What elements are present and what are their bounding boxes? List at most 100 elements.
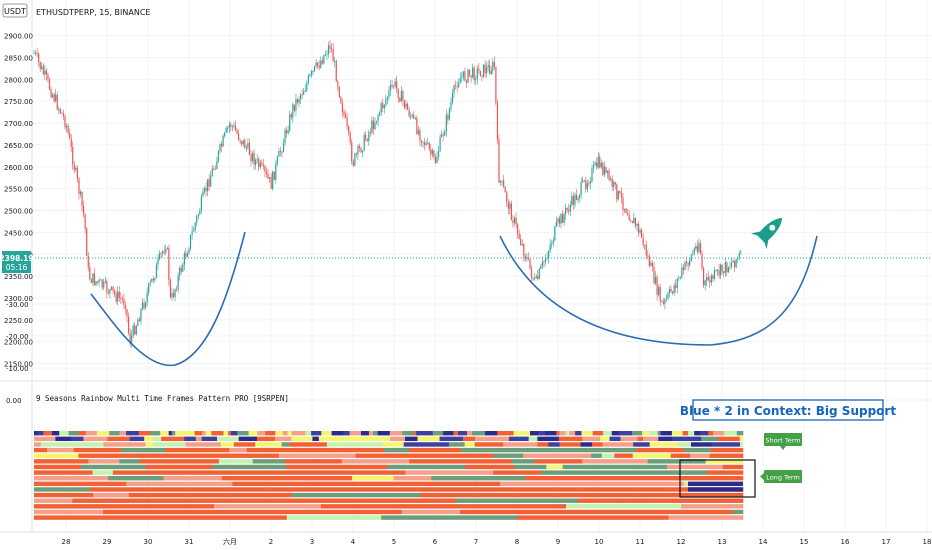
currency-badge[interactable]: USDT	[4, 7, 26, 16]
candle-body	[145, 302, 147, 308]
indicator-band-segment	[493, 470, 542, 475]
candle-body	[109, 289, 111, 294]
indicator-band-segment	[184, 453, 240, 458]
indicator-band-segment	[332, 453, 356, 458]
candle-body	[445, 115, 447, 132]
x-tick-label: 16	[841, 538, 850, 546]
left-cup-curve	[90, 231, 246, 367]
candle-body	[568, 209, 570, 212]
currency-badge-box[interactable]	[2, 3, 28, 18]
indicator-band-segment	[349, 431, 362, 436]
candle-body	[588, 183, 590, 185]
candle-body	[203, 187, 206, 192]
candle-body	[81, 191, 83, 206]
candle-body	[141, 302, 144, 310]
indicator-band-segment	[153, 442, 186, 447]
indicator-band-segment	[558, 436, 583, 442]
candle-body	[380, 103, 382, 113]
callout-text: Blue * 2 in Context: Big Support	[680, 404, 896, 418]
candle-body	[124, 305, 127, 310]
candle-body	[658, 286, 660, 295]
candle-body	[580, 182, 582, 195]
indicator-band-segment	[582, 459, 648, 464]
indicator-band-segment	[582, 436, 601, 442]
candle-body	[645, 244, 647, 256]
indicator-band-segment	[668, 515, 744, 520]
indicator-band-segment	[416, 431, 424, 436]
candle-body	[177, 275, 179, 290]
candle-body	[552, 240, 554, 244]
indicator-band-segment	[393, 476, 432, 481]
x-tick-label: 28	[62, 538, 71, 546]
candle-body	[87, 256, 89, 268]
candle-body	[230, 124, 232, 127]
indicator-band-segment	[248, 431, 258, 436]
indicator-band-segment	[278, 453, 333, 458]
indicator-band-segment	[220, 442, 235, 447]
indicator-band-segment	[103, 442, 120, 447]
candle-body	[388, 90, 390, 98]
candle-body	[179, 267, 181, 276]
indicator-band-segment	[51, 431, 60, 436]
indicator-band-segment	[538, 431, 546, 436]
candle-body	[329, 45, 331, 49]
indicator-band-segment	[404, 436, 418, 442]
indicator-band-segment	[578, 498, 617, 503]
candle-body	[306, 83, 308, 91]
candle-body	[486, 66, 488, 74]
candle-body	[405, 103, 407, 108]
candle-body	[554, 226, 556, 241]
candle-body	[642, 237, 644, 246]
indicator-band-segment	[503, 442, 538, 447]
candle-body	[199, 210, 201, 215]
indicator-band-segment	[108, 476, 164, 481]
indicator-band-segment	[706, 470, 744, 475]
indicator-band-segment	[34, 487, 90, 492]
candle-body	[180, 267, 182, 272]
indicator-band-segment	[171, 431, 176, 436]
candle-body	[441, 134, 443, 138]
candle-body	[191, 231, 193, 235]
candle-body	[653, 266, 655, 284]
indicator-band-segment	[497, 504, 567, 509]
x-axis-ticks: 28 29 30 31 六月 2 3 4 5 6 7 8 9 10 11 12 13 14 15 16 17 18	[62, 537, 932, 546]
indicator-band-segment	[405, 470, 494, 475]
candle-body	[197, 214, 199, 216]
candle-body	[586, 183, 588, 189]
indicator-band-segment	[257, 509, 403, 515]
candle-body	[551, 243, 553, 245]
candle-body	[654, 276, 657, 284]
candle-body	[79, 191, 82, 194]
x-tick-label: 14	[759, 538, 768, 546]
candle-body	[520, 238, 522, 246]
indicator-band-segment	[287, 431, 293, 436]
indicator-band-segment	[161, 487, 188, 492]
candle-body	[479, 70, 481, 77]
indicator-band-segment	[78, 453, 129, 458]
price-y-tick-label: 2150.00	[4, 361, 33, 369]
indicator-band-segment	[273, 481, 356, 487]
indicator-band-segment	[286, 464, 347, 470]
candle-body	[112, 286, 114, 291]
indicator-band-segment	[592, 431, 604, 436]
candle-body	[84, 214, 86, 229]
candle-body	[290, 114, 292, 118]
candle-body	[582, 180, 584, 183]
indicator-band-segment	[212, 464, 287, 470]
indicator-band-segment	[168, 431, 173, 436]
indicator-band-segment	[649, 442, 678, 447]
candle-body	[278, 151, 280, 157]
indicator-band-segment	[670, 447, 685, 453]
indicator-band-segment	[528, 436, 538, 442]
candle-body	[273, 171, 275, 180]
indicator-band-segment	[34, 436, 56, 442]
candle-body	[39, 62, 41, 69]
indicator-band-segment	[467, 431, 473, 436]
indicator-band-segment	[256, 436, 276, 442]
candle-body	[95, 281, 97, 285]
indicator-band-segment	[387, 464, 466, 470]
symbol-title: ETHUSDTPERP, 15, BINANCE	[36, 8, 150, 17]
candle-body	[272, 171, 274, 189]
current-price-value: 2398.19	[0, 254, 34, 263]
